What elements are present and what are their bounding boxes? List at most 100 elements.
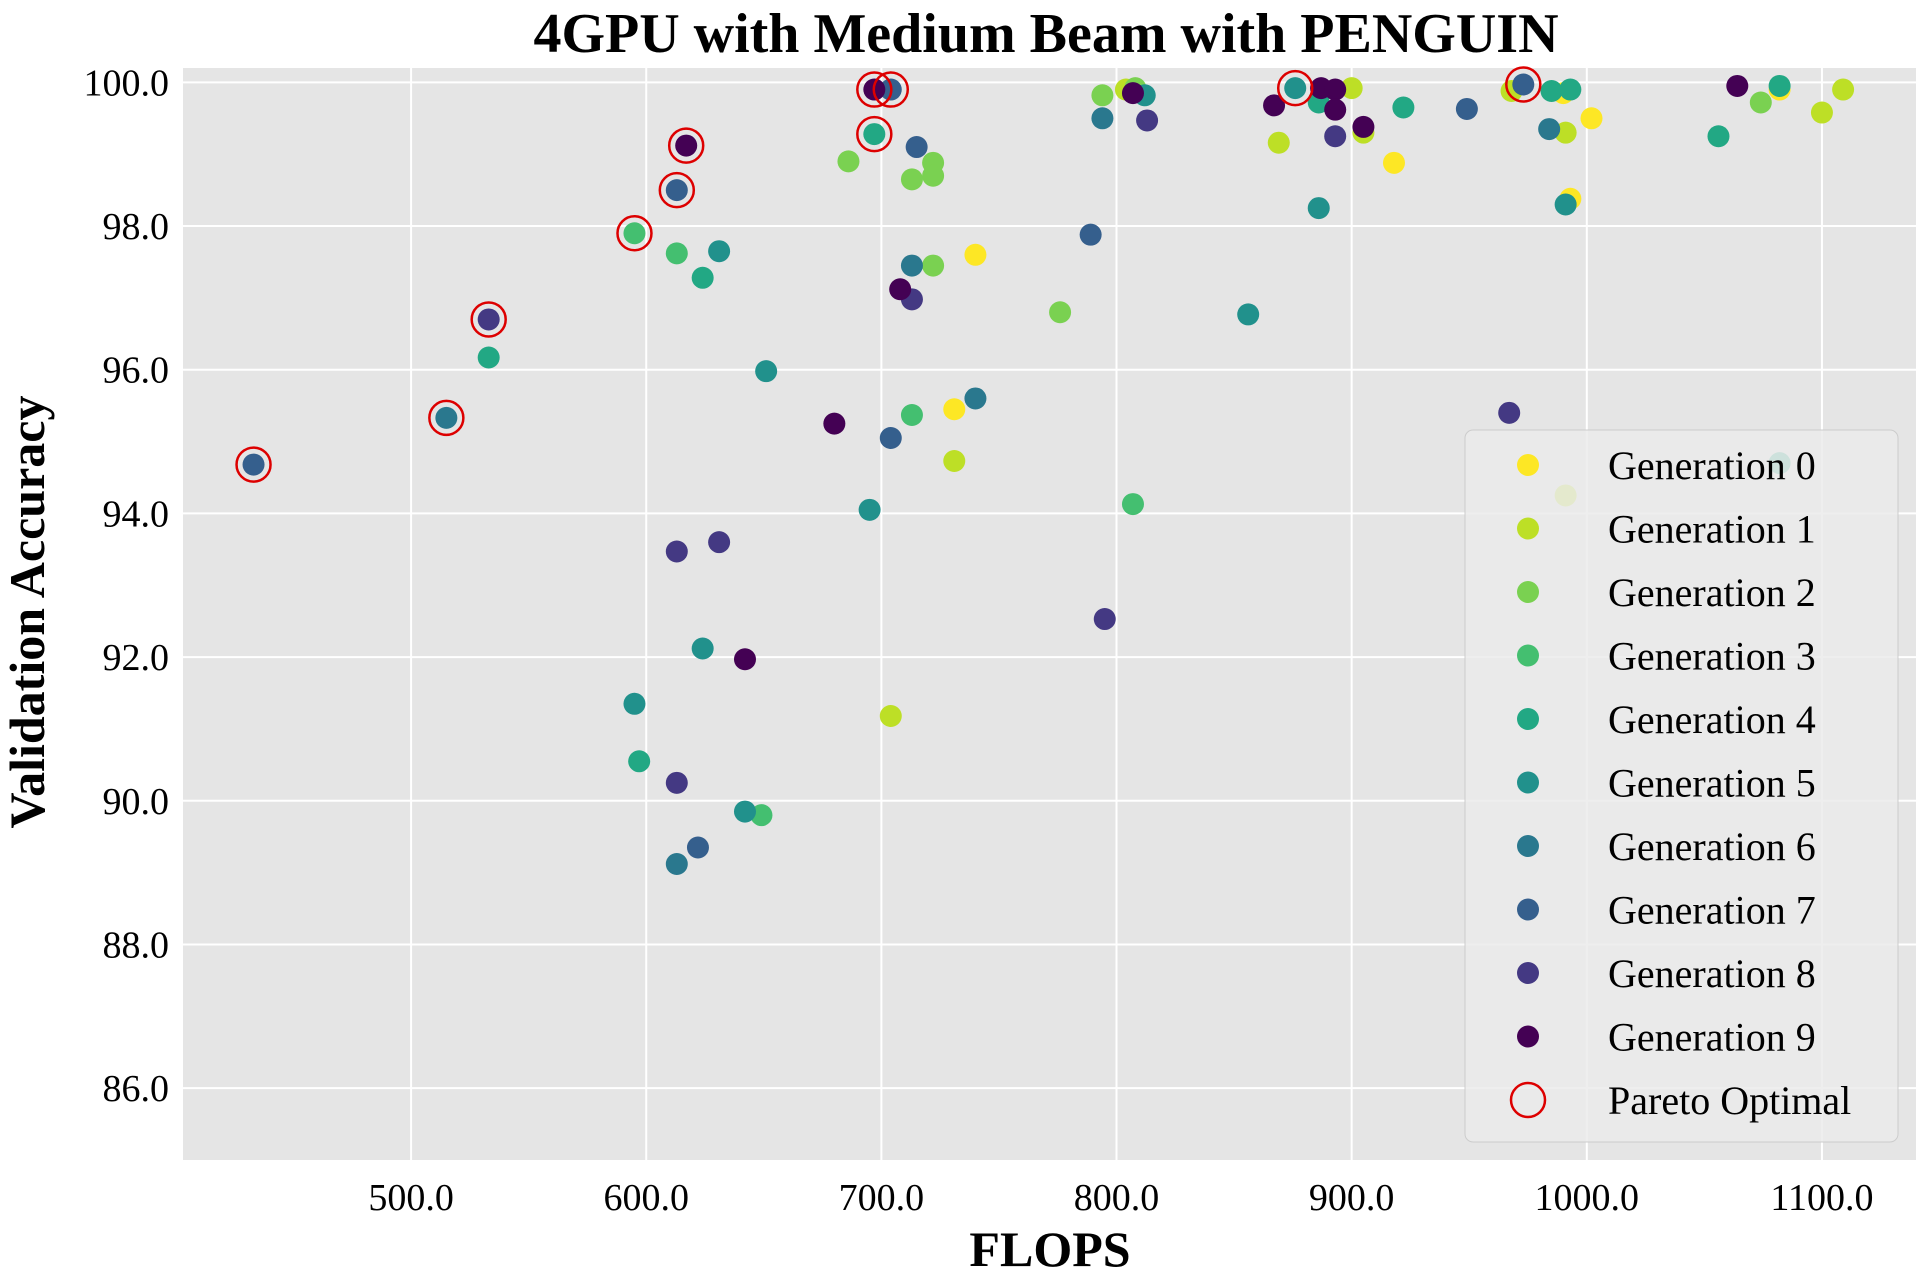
- data-point-generation-8: [477, 308, 500, 331]
- pareto-marker: [428, 399, 465, 437]
- data-point-generation-7: [1455, 97, 1478, 120]
- pareto-marker: [1276, 69, 1314, 107]
- y-tick-label: 88.0: [103, 924, 170, 966]
- data-point-generation-5: [1554, 193, 1577, 216]
- x-tick-label: 900.0: [1309, 1177, 1395, 1219]
- x-tick-label: 800.0: [1074, 1177, 1160, 1219]
- data-point-generation-6: [1091, 107, 1114, 130]
- data-point-generation-5: [733, 800, 756, 823]
- data-point-generation-8: [665, 540, 688, 563]
- data-point-generation-9: [823, 412, 846, 435]
- data-point-generation-2: [1049, 301, 1072, 324]
- data-point-generation-2: [900, 168, 923, 191]
- data-point-generation-9: [733, 648, 756, 671]
- data-point-generation-4: [1392, 96, 1415, 119]
- data-point-generation-1: [1554, 121, 1577, 144]
- data-point-generation-8: [665, 771, 688, 794]
- data-point-generation-8: [1324, 125, 1347, 148]
- legend: Generation 0 Generation 1 Generation 2 Gene…: [1464, 429, 1899, 1143]
- legend-marker: [1517, 454, 1539, 476]
- data-point-generation-0: [1580, 107, 1603, 130]
- legend-marker: [1517, 708, 1539, 730]
- legend-marker: [1517, 581, 1539, 603]
- data-point-generation-7: [665, 179, 688, 202]
- data-point-generation-4: [477, 346, 500, 369]
- data-point-generation-4: [691, 266, 714, 289]
- data-point-generation-1: [1267, 131, 1290, 154]
- pareto-marker: [856, 71, 893, 108]
- data-point-generation-2: [837, 150, 860, 173]
- x-tick-label: 600.0: [603, 1177, 689, 1219]
- data-point-generation-2: [922, 164, 945, 187]
- legend-label: Generation 0: [1608, 443, 1816, 488]
- data-point-generation-6: [435, 406, 458, 429]
- data-point-generation-3: [623, 222, 646, 245]
- data-point-generation-0: [1382, 151, 1405, 174]
- data-point-generation-6: [900, 254, 923, 277]
- data-point-generation-6: [964, 387, 987, 410]
- data-point-generation-3: [665, 242, 688, 265]
- data-point-generation-5: [691, 637, 714, 660]
- data-point-generation-4: [1768, 74, 1791, 97]
- data-point-generation-8: [1093, 608, 1116, 631]
- data-point-generation-7: [242, 453, 265, 476]
- data-point-generation-5: [1237, 303, 1260, 326]
- pareto-marker: [872, 71, 910, 108]
- data-points: [242, 73, 1855, 876]
- pareto-markers: [235, 66, 1542, 483]
- x-tick-label: 700.0: [839, 1177, 925, 1219]
- data-point-generation-5: [1307, 197, 1330, 220]
- y-tick-label: 86.0: [103, 1068, 170, 1110]
- data-point-generation-9: [889, 278, 912, 301]
- data-point-generation-6: [1538, 118, 1561, 141]
- data-point-generation-9: [1324, 78, 1347, 101]
- x-tick-label: 1100.0: [1770, 1177, 1873, 1219]
- x-tick-label: 1000.0: [1535, 1177, 1640, 1219]
- legend-label: Generation 6: [1608, 824, 1816, 869]
- legend-label: Generation 9: [1608, 1015, 1816, 1060]
- data-point-generation-7: [686, 836, 709, 859]
- y-tick-label: 94.0: [103, 493, 170, 535]
- data-point-generation-3: [750, 804, 773, 827]
- data-point-generation-5: [1284, 77, 1307, 100]
- chart-title: 4GPU with Medium Beam with PENGUIN: [533, 3, 1558, 65]
- legend-label: Generation 3: [1608, 634, 1816, 679]
- pareto-marker: [667, 127, 705, 164]
- data-point-generation-5: [755, 360, 778, 383]
- legend-label: Generation 1: [1608, 507, 1816, 552]
- legend-marker: [1517, 517, 1539, 540]
- data-point-generation-7: [1079, 223, 1102, 246]
- data-point-generation-7: [905, 136, 928, 159]
- data-point-generation-8: [1136, 109, 1159, 132]
- data-point-generation-2: [922, 254, 945, 277]
- data-point-generation-1: [1810, 101, 1833, 124]
- y-axis-label: Validation Accuracy: [0, 396, 55, 829]
- data-point-generation-9: [1121, 82, 1144, 105]
- data-point-generation-1: [1340, 77, 1363, 100]
- data-point-generation-2: [1749, 91, 1772, 114]
- legend-marker: [1517, 898, 1539, 921]
- y-tick-label: 90.0: [103, 781, 170, 823]
- data-point-generation-4: [1540, 79, 1563, 102]
- y-tick-label: 98.0: [103, 206, 170, 248]
- data-point-generation-9: [1324, 98, 1347, 121]
- data-point-generation-3: [900, 403, 923, 426]
- legend-label: Generation 8: [1608, 951, 1816, 996]
- y-tick-label: 92.0: [103, 637, 170, 679]
- x-tick-labels: 500.0 600.0 700.0 800.0 900.0 1000.0 1100.0: [368, 1177, 1873, 1219]
- data-point-generation-4: [628, 750, 651, 773]
- pareto-marker: [235, 446, 272, 483]
- pareto-marker: [1505, 66, 1542, 103]
- legend-marker-pareto: [1509, 1081, 1547, 1119]
- pareto-marker: [616, 214, 653, 252]
- legend-marker: [1517, 771, 1539, 794]
- legend-marker: [1517, 644, 1539, 667]
- data-point-generation-5: [708, 240, 731, 263]
- data-point-generation-4: [1707, 125, 1730, 148]
- x-axis-label: FLOPS: [969, 1221, 1130, 1277]
- data-point-generation-2: [1091, 84, 1114, 107]
- data-point-generation-9: [1352, 115, 1375, 138]
- legend-box: [1464, 429, 1899, 1143]
- legend-label: Generation 2: [1608, 570, 1816, 615]
- data-point-generation-9: [1263, 94, 1286, 117]
